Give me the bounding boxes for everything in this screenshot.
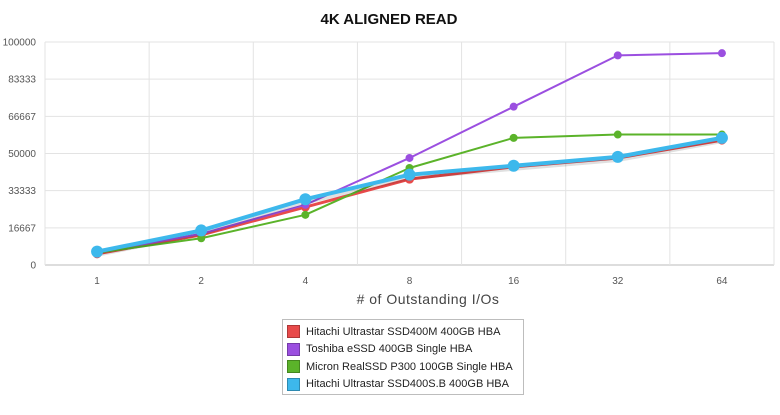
data-point [717, 49, 726, 58]
legend-label: Micron RealSSD P300 100GB Single HBA [306, 360, 513, 373]
data-point [509, 133, 518, 142]
y-tick-label: 66667 [8, 112, 36, 123]
x-tick-label: 64 [716, 276, 728, 287]
series-lines [91, 49, 728, 259]
data-point [195, 224, 208, 237]
legend-swatch [287, 342, 300, 356]
legend-label: Hitachi Ultrastar SSD400S.B 400GB HBA [306, 378, 509, 391]
y-tick-label: 100000 [3, 38, 37, 49]
series-3 [93, 130, 726, 257]
x-tick-label: 16 [508, 276, 520, 287]
y-tick-label: 83333 [8, 75, 36, 86]
data-point [509, 102, 518, 111]
legend-item: Hitachi Ultrastar SSD400M 400GB HBA [287, 323, 519, 341]
data-point [611, 150, 624, 163]
series-4 [91, 131, 728, 258]
y-tick-label: 16667 [8, 223, 36, 234]
x-tick-label: 1 [94, 276, 100, 287]
data-point [91, 245, 104, 258]
data-point [613, 130, 622, 139]
data-point [507, 159, 520, 172]
y-tick-label: 0 [30, 261, 36, 272]
legend-item: Hitachi Ultrastar SSD400S.B 400GB HBA [287, 376, 519, 394]
x-axis-label: # of Outstanding I/Os [357, 291, 500, 307]
legend-label: Hitachi Ultrastar SSD400M 400GB HBA [306, 325, 501, 338]
data-point [301, 210, 310, 219]
chart-title: 4K ALIGNED READ [321, 11, 458, 28]
legend-swatch [287, 325, 300, 339]
data-point [715, 131, 728, 144]
x-tick-label: 8 [407, 276, 413, 287]
data-point [403, 168, 416, 181]
y-tick-label: 33333 [8, 186, 36, 197]
legend-item: Toshiba eSSD 400GB Single HBA [287, 341, 519, 359]
data-point [613, 51, 622, 60]
x-tick-label: 32 [612, 276, 624, 287]
y-axis: 0 16667 33333 50000 66667 83333 100000 [3, 38, 37, 272]
data-point [197, 234, 206, 243]
data-point [405, 153, 414, 162]
x-tick-label: 2 [198, 276, 204, 287]
y-tick-label: 50000 [8, 149, 36, 160]
legend-label: Toshiba eSSD 400GB Single HBA [306, 343, 473, 356]
legend-swatch [287, 377, 300, 391]
legend: Hitachi Ultrastar SSD400M 400GB HBA Tosh… [282, 319, 524, 395]
x-tick-label: 4 [303, 276, 309, 287]
data-point [299, 193, 312, 206]
x-axis: 1 2 4 8 16 32 64 [94, 276, 728, 287]
legend-swatch [287, 360, 300, 374]
legend-item: Micron RealSSD P300 100GB Single HBA [287, 358, 519, 376]
